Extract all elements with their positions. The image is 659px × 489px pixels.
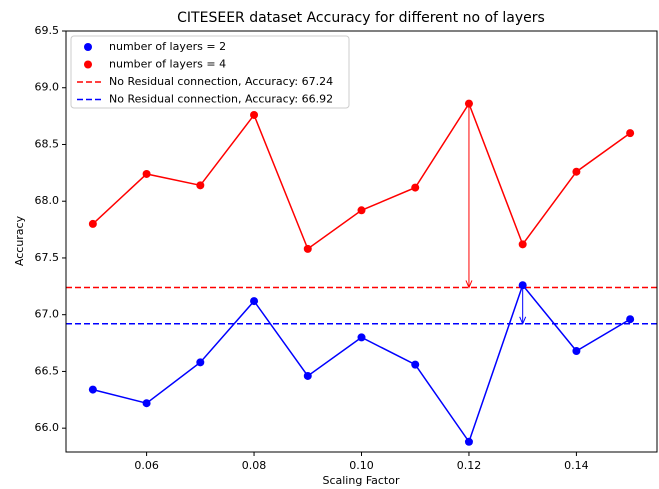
- legend-label: No Residual connection, Accuracy: 66.92: [109, 93, 333, 106]
- point: [196, 358, 205, 367]
- series-line: [92, 101, 631, 251]
- y-tick-label: 68.5: [35, 137, 60, 150]
- point: [357, 206, 366, 215]
- point: [572, 167, 581, 176]
- legend-label: No Residual connection, Accuracy: 67.24: [109, 75, 333, 88]
- x-tick-label: 0.12: [457, 459, 482, 472]
- y-axis-label: Accuracy: [13, 215, 26, 266]
- arrow-head: [465, 280, 473, 289]
- point: [303, 371, 312, 380]
- x-tick-label: 0.06: [134, 459, 159, 472]
- point: [250, 110, 259, 119]
- legend-label: number of layers = 2: [109, 40, 226, 53]
- point: [626, 315, 635, 324]
- legend-box: [70, 35, 350, 109]
- point: [572, 347, 581, 356]
- legend-marker: [84, 43, 92, 51]
- point: [626, 129, 635, 138]
- y-tick-label: 69.0: [35, 81, 60, 94]
- arrow-head: [519, 316, 527, 326]
- point: [88, 385, 97, 394]
- point: [250, 297, 259, 306]
- legend-label: number of layers = 4: [109, 58, 226, 71]
- point: [88, 219, 97, 228]
- x-tick-label: 0.08: [242, 459, 267, 472]
- x-tick-label: 0.10: [349, 459, 374, 472]
- x-axis-label: Scaling Factor: [322, 474, 399, 487]
- x-tick-label: 0.14: [564, 459, 589, 472]
- point: [357, 333, 366, 342]
- y-tick-label: 66.5: [35, 364, 60, 377]
- point: [411, 183, 420, 192]
- plot-frame: [65, 30, 658, 453]
- point: [142, 169, 151, 178]
- point: [518, 240, 527, 249]
- point: [303, 244, 312, 253]
- chart-title: CITESEER dataset Accuracy for different …: [177, 10, 545, 26]
- point: [142, 399, 151, 408]
- y-tick-label: 66.0: [35, 421, 60, 434]
- y-tick-label: 67.5: [35, 251, 60, 264]
- point: [411, 360, 420, 369]
- legend-marker: [84, 60, 92, 69]
- y-tick-label: 69.5: [35, 24, 60, 37]
- y-tick-label: 68.0: [35, 194, 60, 207]
- point: [464, 437, 473, 446]
- y-tick-label: 67.0: [35, 308, 60, 321]
- series-line: [92, 283, 631, 444]
- point: [196, 181, 205, 190]
